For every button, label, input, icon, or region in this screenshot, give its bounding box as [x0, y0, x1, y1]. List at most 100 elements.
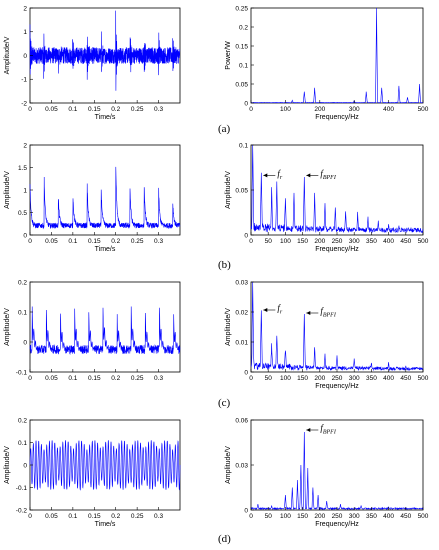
- x-axis-label: Frequency/Hz: [315, 114, 359, 121]
- x-tick-label: 0.05: [45, 513, 58, 520]
- annotation-arrowhead: [306, 311, 311, 315]
- panel-label-d: (d): [218, 533, 231, 545]
- y-tick-label: 0.03: [235, 462, 248, 469]
- y-tick-label: 0: [244, 232, 248, 239]
- x-tick-label: 100: [280, 106, 291, 113]
- panel-label-b: (b): [218, 259, 231, 271]
- x-tick-label: 100: [280, 375, 291, 382]
- panel-label-c: (c): [218, 397, 231, 409]
- chart-panel-5: 0 0.05 0.1 0.15 0.2 0.25 0.3-0.100.10.2Amplitu…: [4, 279, 181, 382]
- y-axis-label: Amplitude/V: [4, 308, 11, 346]
- y-tick-label: 0.01: [235, 339, 248, 346]
- x-tick-label: 0: [249, 513, 253, 520]
- x-axis-label: Frequency/Hz: [315, 521, 359, 528]
- y-tick-label: 0: [23, 53, 27, 60]
- y-axis-label: Amplitude/V: [225, 308, 232, 346]
- x-tick-label: 500: [418, 375, 429, 382]
- annotation-arrowhead: [306, 173, 311, 178]
- annotation-arrowhead: [263, 308, 268, 312]
- x-tick-label: 0: [249, 106, 253, 113]
- x-tick-label: 0.2: [111, 106, 120, 113]
- series-line: [250, 144, 424, 234]
- x-tick-label: 300: [349, 375, 360, 382]
- x-tick-label: 450: [400, 513, 411, 520]
- x-tick-label: 0.1: [68, 106, 77, 113]
- x-tick-label: 0: [28, 375, 32, 382]
- x-tick-label: 0.2: [111, 513, 120, 520]
- x-axis-label: Time/s: [95, 114, 116, 121]
- x-axis-label: Time/s: [95, 246, 116, 253]
- x-tick-label: 100: [280, 513, 291, 520]
- x-tick-label: 450: [400, 238, 411, 245]
- x-tick-label: 0.3: [154, 513, 163, 520]
- y-tick-label: 0: [244, 100, 248, 107]
- x-tick-label: 100: [280, 238, 291, 245]
- y-tick-label: 0: [23, 339, 27, 346]
- x-tick-label: 0.15: [88, 513, 101, 520]
- y-tick-label: 0.05: [235, 187, 248, 194]
- x-tick-label: 150: [297, 238, 308, 245]
- x-tick-label: 200: [314, 238, 325, 245]
- x-tick-label: 250: [332, 513, 343, 520]
- series-line: [250, 7, 424, 104]
- y-tick-label: 0.06: [235, 417, 248, 424]
- y-axis-label: Power/W: [225, 41, 232, 70]
- plot-frame: [250, 419, 424, 511]
- y-tick-label: -0.1: [16, 369, 28, 376]
- x-tick-label: 500: [418, 513, 429, 520]
- y-tick-label: 0.1: [18, 440, 27, 447]
- x-tick-label: 0.05: [45, 375, 58, 382]
- x-tick-label: 200: [314, 375, 325, 382]
- x-tick-label: 0: [28, 106, 32, 113]
- x-tick-label: 0.1: [68, 238, 77, 245]
- y-tick-label: 0.02: [235, 309, 248, 316]
- y-tick-label: 0: [244, 507, 248, 514]
- x-tick-label: 0: [249, 375, 253, 382]
- x-tick-label: 0.15: [88, 238, 101, 245]
- x-tick-label: 300: [349, 106, 360, 113]
- chart-panel-6: 0 50 100 150 200 250 300 350 400 450 500 0 0.01 0.02 0…: [225, 279, 429, 390]
- series-line: [29, 166, 181, 230]
- x-tick-label: 0.05: [45, 238, 58, 245]
- annotation-label: fr: [277, 168, 283, 181]
- y-tick-label: 0.1: [18, 309, 27, 316]
- x-tick-label: 150: [297, 513, 308, 520]
- x-tick-label: 50: [265, 375, 273, 382]
- y-tick-label: 0.2: [18, 417, 27, 424]
- x-tick-label: 0.25: [131, 375, 144, 382]
- y-tick-label: 0: [23, 232, 27, 239]
- y-tick-label: 0: [23, 462, 27, 469]
- chart-panel-7: 0 0.05 0.1 0.15 0.2 0.25 0.3-0.2-0.100.10.2Tim…: [4, 417, 181, 528]
- x-tick-label: 0.2: [111, 375, 120, 382]
- chart-panel-4: 0 50 100 150 200 250 300 350 400 450 500 0 0.05 0.1 Fr…: [225, 142, 429, 253]
- y-tick-label: 0: [244, 369, 248, 376]
- y-axis-label: Amplitude/V: [4, 171, 11, 209]
- chart-panel-3: 0 0.05 0.1 0.15 0.2 0.25 0.3 0 0.5 1 1.5 2 Time/s Amp…: [4, 142, 181, 253]
- x-tick-label: 250: [332, 238, 343, 245]
- chart-panel-8: 0 50 100 150 200 250 300 350 400 450 500 0 0.03 0.06 F…: [225, 417, 429, 528]
- x-axis-label: Frequency/Hz: [315, 383, 359, 390]
- x-tick-label: 0.1: [68, 513, 77, 520]
- x-tick-label: 200: [314, 106, 325, 113]
- y-tick-label: 2: [23, 5, 27, 12]
- y-axis-label: Amplitude/V: [225, 446, 232, 484]
- x-tick-label: 0.2: [111, 238, 120, 245]
- chart-panel-2: 0 100 200 300 400 500 0 0.05 0.1 0.15 0.2 0.25 Frequ…: [225, 5, 429, 121]
- x-tick-label: 350: [366, 375, 377, 382]
- annotation-label: fBPFI: [320, 423, 337, 436]
- x-tick-label: 400: [383, 375, 394, 382]
- x-tick-label: 0.25: [131, 238, 144, 245]
- y-tick-label: 0.2: [239, 24, 248, 31]
- y-tick-label: -1: [21, 77, 27, 84]
- x-tick-label: 0.1: [68, 375, 77, 382]
- y-tick-label: 0.2: [18, 279, 27, 286]
- x-tick-label: 500: [418, 238, 429, 245]
- y-tick-label: -2: [21, 100, 27, 107]
- x-tick-label: 350: [366, 238, 377, 245]
- chart-panel-1: 0 0.05 0.1 0.15 0.2 0.25 0.3 -2 -1 0 1 2 Time/s Ampli…: [4, 5, 181, 121]
- annotation-label: fBPFI: [320, 306, 337, 319]
- x-tick-label: 50: [265, 238, 273, 245]
- y-tick-label: 1: [23, 29, 27, 36]
- x-tick-label: 350: [366, 513, 377, 520]
